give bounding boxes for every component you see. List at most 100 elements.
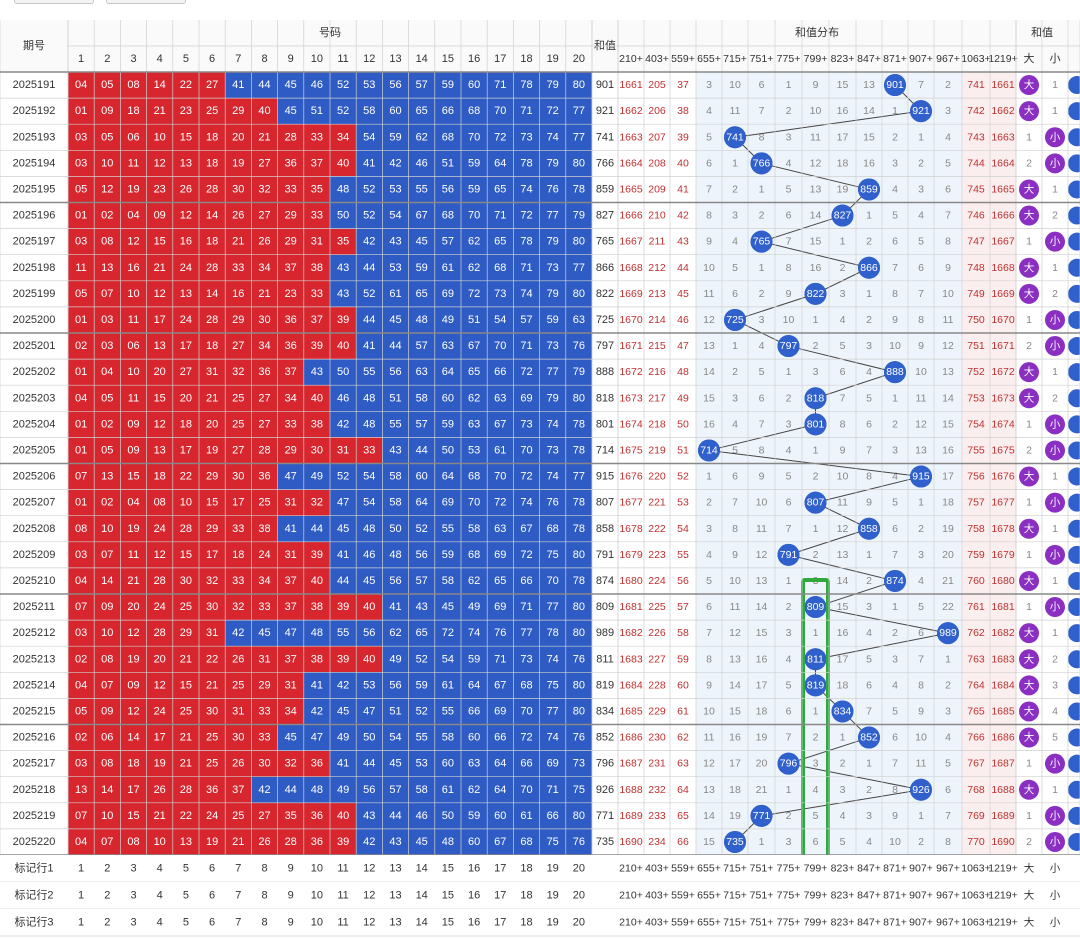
dist-cell [696, 646, 722, 673]
dist-miss-value: 62 [677, 732, 689, 744]
dist-cell [644, 280, 670, 307]
toolbar-button-right[interactable] [106, 0, 186, 4]
ball-cell [408, 359, 435, 386]
dist-cell [748, 72, 775, 99]
ball-number: 51 [389, 705, 401, 717]
dist-cell [670, 463, 696, 490]
dist-miss-value: 48 [677, 366, 689, 378]
dist-cell [696, 306, 722, 333]
dist-miss-value: 1681 [619, 601, 643, 613]
dist-cell [618, 98, 644, 125]
footer-dist-col: 559+ [671, 890, 695, 902]
dist-cell [618, 698, 644, 725]
dist-cell [802, 463, 829, 490]
dist-cell [962, 202, 990, 229]
ball-number: 42 [232, 627, 244, 639]
footer-dist-col: 1219+ [988, 863, 1018, 875]
ball-cell [513, 176, 540, 203]
ball-cell [539, 463, 566, 490]
ball-cell [330, 280, 357, 307]
ball-number: 45 [337, 705, 349, 717]
dist-cell [962, 150, 990, 177]
big-hit-label: 大 [1024, 783, 1035, 796]
ball-cell [434, 176, 461, 203]
ball-number: 04 [75, 836, 87, 848]
toolbar-button-left[interactable] [14, 0, 94, 4]
ball-number: 16 [232, 288, 244, 300]
ball-number: 41 [311, 679, 323, 691]
dist-cell [882, 150, 908, 177]
dist-cell [670, 515, 696, 542]
ball-cell [382, 515, 409, 542]
footer-ball-col: 20 [573, 863, 585, 875]
dist-miss-value: 4 [732, 236, 738, 248]
ball-number: 14 [206, 288, 218, 300]
ball-cell [277, 98, 304, 125]
ball-cell [487, 672, 514, 699]
ball-cell [408, 463, 435, 490]
ball-cell [539, 437, 566, 464]
footer-dist-col: 751+ [750, 863, 774, 875]
ball-number: 59 [547, 314, 559, 326]
dist-miss-value: 22 [942, 601, 954, 613]
ball-cell [565, 724, 592, 751]
dist-miss-value: 1 [786, 784, 792, 796]
ball-cell [565, 228, 592, 255]
ball-number: 68 [494, 262, 506, 274]
ball-cell [408, 228, 435, 255]
dist-miss-value: 1690 [619, 836, 643, 848]
dist-miss-value: 12 [810, 157, 822, 169]
ball-cell [434, 306, 461, 333]
ball-cell [146, 72, 173, 99]
ball-number: 64 [468, 679, 480, 691]
ball-number: 50 [337, 210, 349, 222]
dist-miss-value: 232 [648, 784, 666, 796]
ball-cell [487, 620, 514, 647]
ball-number: 74 [547, 131, 559, 143]
ball-number: 18 [206, 340, 218, 352]
ball-cell [382, 150, 409, 177]
ball-cell [565, 463, 592, 490]
dist-cell [882, 698, 908, 725]
ball-number: 15 [180, 549, 192, 561]
dist-cell [748, 515, 775, 542]
ball-cell [94, 646, 121, 673]
ball-cell [120, 594, 147, 621]
dist-cell [722, 541, 748, 568]
ball-cell [513, 254, 540, 281]
header-dist-col: 907+ [909, 53, 933, 65]
dist-cell [618, 202, 644, 229]
dist-cell [908, 359, 934, 386]
dist-cell [990, 463, 1016, 490]
ball-cell [487, 437, 514, 464]
ball-number: 25 [232, 679, 244, 691]
dist-cell [882, 411, 908, 438]
ball-cell [434, 698, 461, 725]
ball-number: 44 [311, 523, 323, 535]
ball-number: 69 [547, 758, 559, 770]
dist-miss-value: 8 [918, 314, 924, 326]
dist-miss-value: 1674 [991, 418, 1015, 430]
big-hit-circle [1019, 518, 1039, 539]
ball-number: 69 [494, 705, 506, 717]
ball-number: 02 [101, 210, 113, 222]
footer-dist-col: 1219+ [988, 890, 1018, 902]
ball-number: 02 [101, 418, 113, 430]
dist-miss-value: 6 [786, 705, 792, 717]
dist-cell [990, 385, 1016, 412]
dist-miss-value: 16 [837, 105, 849, 117]
dist-cell [990, 306, 1016, 333]
small-hit-label: 小 [1050, 314, 1061, 326]
ball-number: 45 [285, 105, 297, 117]
ball-cell [251, 646, 278, 673]
header-dist-col: 847+ [857, 53, 881, 65]
dist-miss-value: 18 [837, 157, 849, 169]
ball-number: 21 [154, 105, 166, 117]
row-sum: 765 [596, 236, 614, 248]
ball-cell [199, 620, 226, 647]
dist-miss-value: 763 [967, 653, 985, 665]
ball-cell [330, 359, 357, 386]
dist-miss-value: 6 [866, 418, 872, 430]
ball-cell [225, 698, 252, 725]
dist-miss-value: 6 [706, 157, 712, 169]
